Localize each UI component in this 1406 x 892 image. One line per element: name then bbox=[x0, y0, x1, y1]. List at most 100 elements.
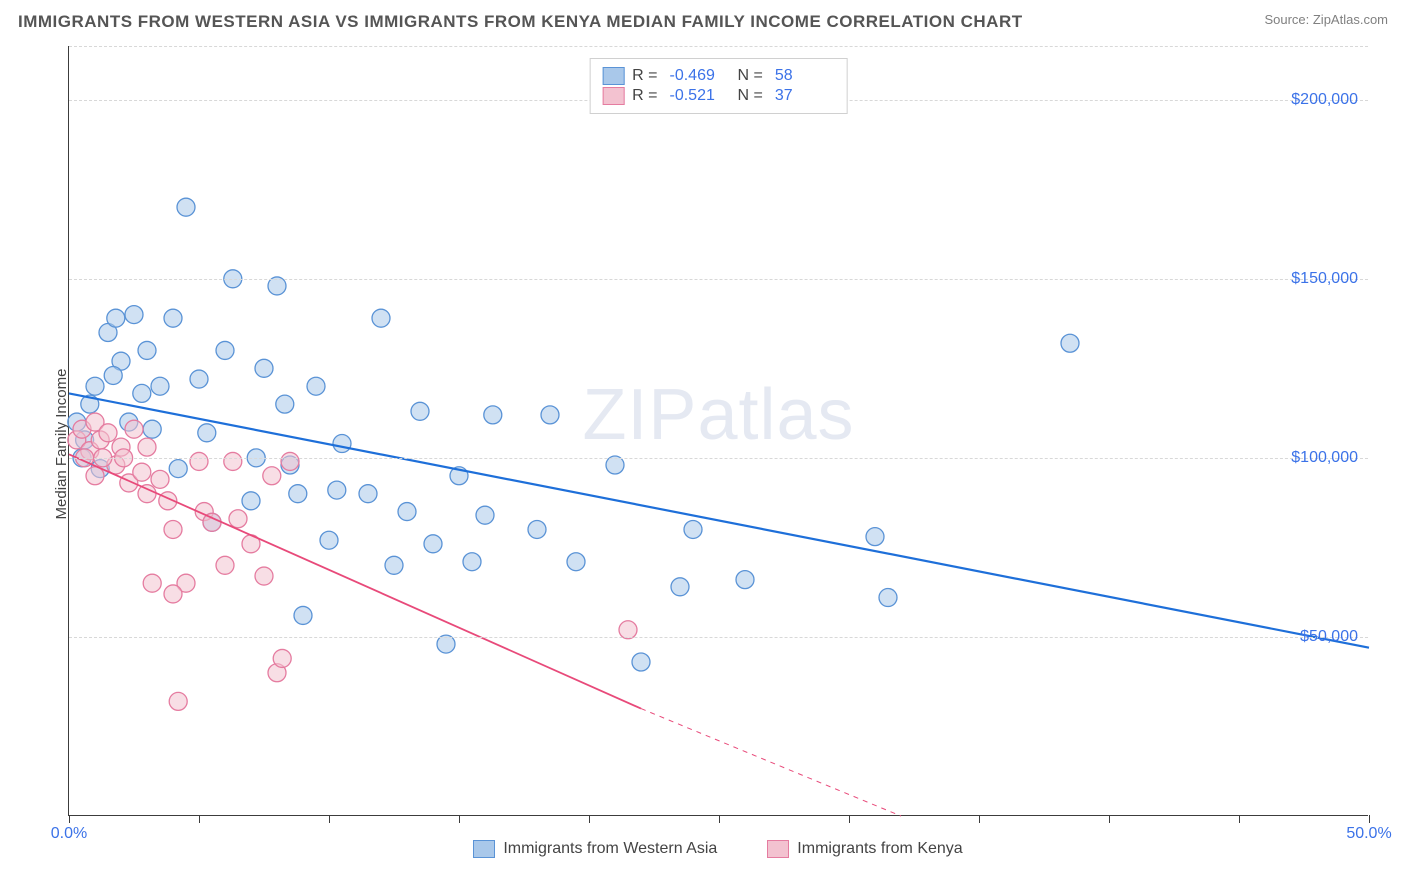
y-tick-label: $150,000 bbox=[1291, 270, 1358, 288]
data-point bbox=[104, 366, 122, 384]
legend-label-1: Immigrants from Kenya bbox=[797, 840, 962, 858]
legend-stats-row-1: R = -0.521 N = 37 bbox=[602, 87, 835, 105]
data-point bbox=[255, 359, 273, 377]
data-point bbox=[229, 510, 247, 528]
data-point bbox=[476, 506, 494, 524]
data-point bbox=[411, 402, 429, 420]
data-point bbox=[133, 384, 151, 402]
n-label: N = bbox=[738, 87, 763, 105]
data-point bbox=[273, 649, 291, 667]
data-point bbox=[289, 485, 307, 503]
x-tick bbox=[69, 815, 70, 823]
r-value-1: -0.521 bbox=[670, 87, 730, 105]
data-point bbox=[528, 520, 546, 538]
x-tick bbox=[719, 815, 720, 823]
r-label: R = bbox=[632, 67, 657, 85]
legend-swatch-pink bbox=[767, 840, 789, 858]
data-point bbox=[736, 571, 754, 589]
data-point bbox=[164, 520, 182, 538]
data-point bbox=[385, 556, 403, 574]
data-point bbox=[463, 553, 481, 571]
n-value-1: 37 bbox=[775, 87, 835, 105]
gridline bbox=[69, 279, 1368, 280]
n-label: N = bbox=[738, 67, 763, 85]
y-tick-label: $50,000 bbox=[1300, 628, 1358, 646]
data-point bbox=[671, 578, 689, 596]
data-point bbox=[541, 406, 559, 424]
chart-zone: Median Family Income ZIPatlas R = -0.469… bbox=[18, 34, 1388, 854]
data-point bbox=[294, 606, 312, 624]
data-point bbox=[328, 481, 346, 499]
data-point bbox=[684, 520, 702, 538]
chart-title: IMMIGRANTS FROM WESTERN ASIA VS IMMIGRAN… bbox=[18, 12, 1023, 32]
data-point bbox=[133, 463, 151, 481]
source-label: Source: ZipAtlas.com bbox=[1264, 12, 1388, 27]
data-point bbox=[276, 395, 294, 413]
legend-item-0: Immigrants from Western Asia bbox=[473, 840, 717, 858]
x-tick bbox=[849, 815, 850, 823]
legend-swatch-blue bbox=[602, 67, 624, 85]
data-point bbox=[99, 424, 117, 442]
x-tick bbox=[1109, 815, 1110, 823]
data-point bbox=[567, 553, 585, 571]
data-point bbox=[190, 452, 208, 470]
data-point bbox=[1061, 334, 1079, 352]
data-point bbox=[216, 341, 234, 359]
data-point bbox=[424, 535, 442, 553]
data-point bbox=[125, 306, 143, 324]
data-point bbox=[372, 309, 390, 327]
legend-stats-row-0: R = -0.469 N = 58 bbox=[602, 67, 835, 85]
legend-swatch-blue bbox=[473, 840, 495, 858]
x-tick bbox=[1239, 815, 1240, 823]
legend-label-0: Immigrants from Western Asia bbox=[503, 840, 717, 858]
y-tick-label: $100,000 bbox=[1291, 449, 1358, 467]
data-point bbox=[138, 438, 156, 456]
x-tick bbox=[199, 815, 200, 823]
data-point bbox=[224, 452, 242, 470]
data-point bbox=[333, 435, 351, 453]
plot-area: ZIPatlas R = -0.469 N = 58 R = -0.521 N … bbox=[68, 46, 1368, 816]
data-point bbox=[138, 485, 156, 503]
data-point bbox=[216, 556, 234, 574]
data-point bbox=[255, 567, 273, 585]
n-value-0: 58 bbox=[775, 67, 835, 85]
data-point bbox=[107, 309, 125, 327]
data-point bbox=[484, 406, 502, 424]
x-tick bbox=[459, 815, 460, 823]
data-point bbox=[177, 198, 195, 216]
x-tick bbox=[1369, 815, 1370, 823]
data-point bbox=[359, 485, 377, 503]
data-point bbox=[242, 492, 260, 510]
x-tick bbox=[979, 815, 980, 823]
data-point bbox=[169, 692, 187, 710]
trend-line-extension bbox=[641, 709, 901, 816]
data-point bbox=[190, 370, 208, 388]
data-point bbox=[866, 528, 884, 546]
data-point bbox=[263, 467, 281, 485]
data-point bbox=[398, 503, 416, 521]
data-point bbox=[320, 531, 338, 549]
data-point bbox=[281, 452, 299, 470]
data-point bbox=[879, 589, 897, 607]
data-point bbox=[632, 653, 650, 671]
legend-stats: R = -0.469 N = 58 R = -0.521 N = 37 bbox=[589, 58, 848, 114]
gridline bbox=[69, 46, 1368, 47]
r-label: R = bbox=[632, 87, 657, 105]
data-point bbox=[164, 585, 182, 603]
scatter-svg bbox=[69, 46, 1368, 815]
legend-item-1: Immigrants from Kenya bbox=[767, 840, 962, 858]
data-point bbox=[143, 420, 161, 438]
data-point bbox=[169, 460, 187, 478]
x-tick bbox=[329, 815, 330, 823]
data-point bbox=[125, 420, 143, 438]
y-tick-label: $200,000 bbox=[1291, 91, 1358, 109]
legend-bottom: Immigrants from Western Asia Immigrants … bbox=[68, 840, 1368, 858]
data-point bbox=[86, 377, 104, 395]
data-point bbox=[307, 377, 325, 395]
data-point bbox=[198, 424, 216, 442]
x-tick bbox=[589, 815, 590, 823]
data-point bbox=[138, 341, 156, 359]
gridline bbox=[69, 637, 1368, 638]
data-point bbox=[164, 309, 182, 327]
r-value-0: -0.469 bbox=[670, 67, 730, 85]
